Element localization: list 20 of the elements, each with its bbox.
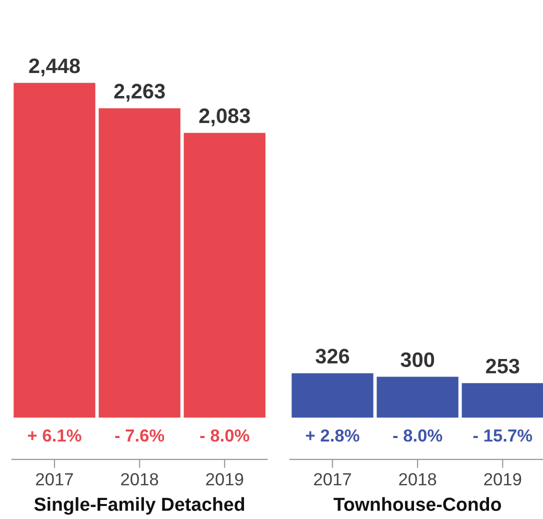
text: - 15.7%	[473, 429, 532, 442]
data-label: 2,263	[114, 84, 165, 102]
data-label: 300	[400, 352, 434, 368]
text: - 8.0%	[393, 429, 442, 442]
text: + 6.1%	[28, 429, 82, 442]
x-tick-label: 2018	[121, 473, 158, 486]
data-label: 2,083	[199, 108, 250, 126]
x-tick-label: 2017	[314, 473, 351, 486]
text: - 7.6%	[115, 429, 164, 442]
text: - 8.0%	[200, 429, 250, 442]
text: + 2.8%	[306, 429, 360, 442]
x-axis-title: Townhouse-Condo	[334, 497, 502, 511]
x-tick-label: 2017	[36, 473, 73, 486]
x-tick-label: 2019	[484, 473, 522, 486]
x-axis-title: Single-Family Detached	[34, 497, 244, 515]
data-label: 326	[316, 348, 350, 364]
x-tick-label: 2019	[206, 473, 244, 486]
x-tick-label: 2018	[399, 473, 436, 486]
data-label: 253	[486, 358, 520, 374]
data-label: 2,448	[29, 58, 80, 76]
